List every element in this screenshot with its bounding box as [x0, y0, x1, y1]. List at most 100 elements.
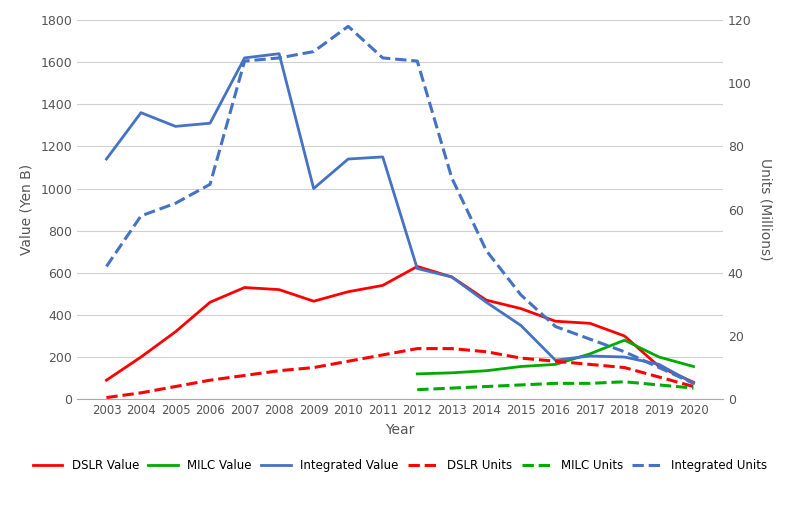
Integrated Value — [274, 51, 284, 57]
DSLR Value — [585, 320, 594, 326]
DSLR Value — [516, 305, 526, 312]
Integrated Units — [620, 349, 630, 355]
DSLR Value — [447, 274, 457, 280]
Integrated Value — [136, 109, 146, 116]
DSLR Units — [620, 365, 630, 371]
Integrated Units — [102, 263, 111, 269]
MILC Units — [620, 379, 630, 385]
Integrated Value — [550, 357, 560, 363]
DSLR Value — [170, 328, 180, 335]
DSLR Value — [343, 289, 353, 295]
DSLR Units — [309, 365, 318, 371]
DSLR Value — [102, 377, 111, 383]
DSLR Value — [689, 379, 698, 385]
MILC Value — [689, 363, 698, 370]
Integrated Value — [654, 361, 664, 368]
Integrated Units — [654, 365, 664, 371]
MILC Units — [447, 385, 457, 391]
DSLR Units — [550, 358, 560, 365]
Integrated Units — [240, 58, 250, 64]
Integrated Value — [170, 123, 180, 130]
DSLR Value — [240, 285, 250, 291]
Line: MILC Value: MILC Value — [418, 340, 694, 374]
DSLR Value — [550, 318, 560, 324]
MILC Value — [550, 361, 560, 368]
Integrated Value — [240, 55, 250, 61]
DSLR Value — [654, 363, 664, 370]
Line: DSLR Units: DSLR Units — [106, 349, 694, 397]
MILC Value — [482, 368, 491, 374]
Legend: DSLR Value, MILC Value, Integrated Value, DSLR Units, MILC Units, Integrated Uni: DSLR Value, MILC Value, Integrated Value… — [28, 454, 772, 476]
MILC Value — [585, 351, 594, 357]
Y-axis label: Value (Yen B): Value (Yen B) — [19, 164, 34, 255]
MILC Units — [413, 386, 422, 393]
Integrated Value — [102, 156, 111, 162]
Integrated Value — [482, 299, 491, 305]
Integrated Value — [689, 380, 698, 386]
DSLR Value — [206, 299, 215, 305]
DSLR Units — [413, 346, 422, 352]
MILC Units — [585, 380, 594, 386]
Integrated Units — [378, 55, 387, 61]
DSLR Value — [136, 354, 146, 360]
DSLR Value — [482, 297, 491, 303]
DSLR Units — [585, 361, 594, 368]
MILC Units — [654, 382, 664, 388]
DSLR Value — [378, 282, 387, 289]
MILC Value — [516, 363, 526, 370]
DSLR Value — [309, 298, 318, 304]
DSLR Units — [240, 372, 250, 379]
Integrated Units — [343, 23, 353, 29]
MILC Value — [620, 337, 630, 343]
Integrated Value — [413, 265, 422, 271]
DSLR Units — [654, 374, 664, 380]
Integrated Units — [482, 247, 491, 254]
Integrated Units — [585, 336, 594, 342]
DSLR Units — [689, 383, 698, 390]
DSLR Units — [378, 352, 387, 358]
DSLR Value — [413, 263, 422, 269]
DSLR Units — [274, 368, 284, 374]
Integrated Value — [206, 120, 215, 127]
MILC Value — [654, 354, 664, 360]
Integrated Units — [274, 55, 284, 61]
DSLR Units — [136, 390, 146, 396]
Line: DSLR Value: DSLR Value — [106, 266, 694, 382]
MILC Units — [689, 385, 698, 391]
Integrated Units — [309, 49, 318, 55]
DSLR Units — [206, 377, 215, 383]
DSLR Units — [482, 349, 491, 355]
X-axis label: Year: Year — [386, 423, 414, 437]
MILC Value — [413, 371, 422, 377]
MILC Units — [482, 383, 491, 390]
Integrated Value — [585, 353, 594, 359]
Integrated Units — [689, 380, 698, 386]
Integrated Value — [447, 274, 457, 280]
DSLR Value — [620, 333, 630, 339]
Integrated Units — [447, 175, 457, 181]
Integrated Value — [516, 322, 526, 328]
Line: MILC Units: MILC Units — [418, 382, 694, 390]
DSLR Units — [343, 358, 353, 365]
Integrated Units — [206, 181, 215, 187]
Integrated Units — [136, 213, 146, 219]
Integrated Units — [413, 58, 422, 64]
Y-axis label: Units (Millions): Units (Millions) — [758, 158, 773, 261]
DSLR Units — [447, 346, 457, 352]
Integrated Units — [170, 200, 180, 207]
DSLR Units — [102, 394, 111, 401]
Integrated Value — [309, 185, 318, 191]
Integrated Units — [516, 292, 526, 298]
Integrated Value — [378, 154, 387, 160]
DSLR Units — [170, 383, 180, 390]
DSLR Units — [516, 355, 526, 361]
MILC Units — [550, 380, 560, 386]
MILC Units — [516, 382, 526, 388]
Integrated Value — [620, 354, 630, 360]
DSLR Value — [274, 287, 284, 293]
Integrated Units — [550, 323, 560, 329]
MILC Value — [447, 370, 457, 376]
Integrated Value — [343, 156, 353, 162]
Line: Integrated Value: Integrated Value — [106, 54, 694, 383]
Line: Integrated Units: Integrated Units — [106, 26, 694, 383]
